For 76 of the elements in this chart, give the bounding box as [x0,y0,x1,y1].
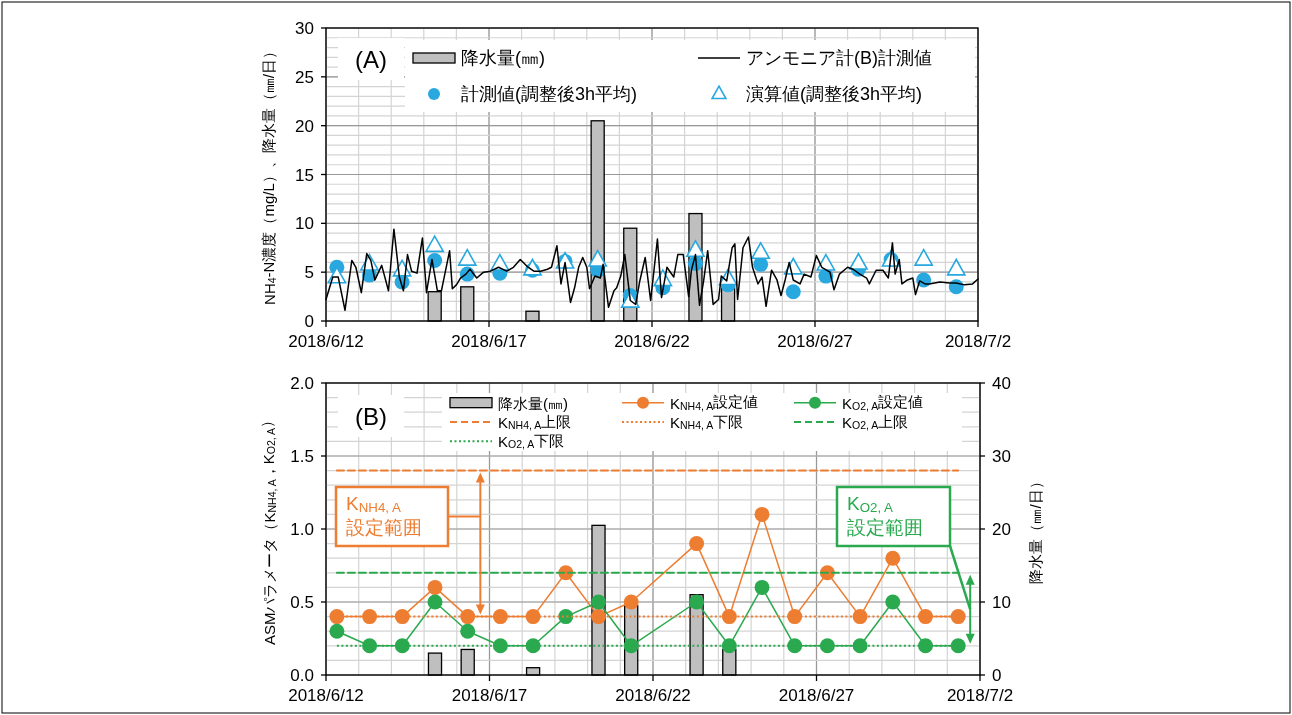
y-tick-label: 25 [295,67,314,87]
x-tick-label: 2018/6/17 [451,331,527,351]
point [329,623,345,639]
point [591,609,606,625]
legend-label: 演算値(調整後3h平均) [746,84,923,104]
point [427,594,443,610]
x-tick-label: 2018/7/2 [944,331,1012,351]
point [852,609,868,625]
y-tick-label: 0 [304,311,314,331]
y-tick-label: 0.5 [290,592,314,612]
point [689,536,705,552]
point [623,594,639,610]
y-tick-label: 20 [295,116,314,136]
point [950,609,966,625]
annotation: (B) [355,402,387,430]
x-tick-label: 2018/6/22 [614,331,690,351]
y-tick-label: 0.0 [290,665,314,685]
point [394,609,410,625]
point [362,609,378,625]
annotation: (A) [355,45,387,73]
point [754,579,770,595]
point [558,609,574,625]
point [819,638,835,654]
point [329,609,345,625]
legend-label: 降水量(㎜) [461,48,545,68]
y-tick-label: 1.5 [290,446,314,466]
x-tick-label: 2018/6/17 [451,685,528,705]
point [460,609,476,625]
point [852,638,868,654]
y2-tick-label: 0 [992,665,1002,685]
point [427,579,443,595]
point [591,594,606,610]
point [623,638,639,654]
y2-tick-label: 30 [992,446,1011,466]
legend-label: K$_{O2, A}$上限 [842,412,909,432]
point [885,594,901,610]
x-tick-label: 2018/6/12 [288,685,364,705]
point [885,550,901,566]
point [721,638,737,654]
point [362,638,378,654]
point [492,638,508,654]
legend-label: K$_{NH4, A}$下限 [670,412,744,432]
point [721,609,737,625]
legend-label: K$_{O2, A}$設定値 [842,392,924,412]
annotation: K$_{NH4, A}$ 設定範囲 [346,492,422,538]
y2-tick-label: 40 [992,373,1011,393]
y2-tick-label: 20 [992,519,1011,539]
y-tick-label: 15 [295,165,314,184]
legend-label: アンモニア計(B)計測値 [746,48,932,68]
point [787,609,803,625]
y-tick-label: 10 [295,213,314,233]
x-tick-label: 2018/6/12 [288,331,364,351]
x-tick-label: 2018/7/2 [946,685,1014,705]
x-tick-label: 2018/6/27 [777,331,853,351]
point [918,638,933,654]
point [918,609,933,625]
legend-label: 計測値(調整後3h平均) [461,84,638,104]
y-tick-label: 5 [304,262,314,282]
legend-label: 降水量(㎜) [498,394,568,412]
point [950,638,966,654]
y-tick-label: 30 [295,18,314,38]
point [460,623,476,639]
x-tick-label: 2018/6/22 [615,685,691,705]
point [394,638,410,654]
point [754,506,770,522]
y2-tick-label: 10 [992,592,1011,612]
legend-label: K$_{O2, A}$下限 [498,431,565,451]
y-tick-label: 2.0 [290,373,314,393]
y2-axis-title: 降水量（㎜/日） [1026,474,1044,584]
annotation: K$_{O2, A}$ 設定範囲 [847,492,923,538]
y-tick-label: 1.0 [290,519,314,539]
legend-label: K$_{NH4, A}$上限 [498,412,572,432]
point [492,609,508,625]
x-tick-label: 2018/6/27 [778,685,855,705]
point [689,594,705,610]
legend-label: K$_{NH4, A}$設定値 [670,392,759,412]
